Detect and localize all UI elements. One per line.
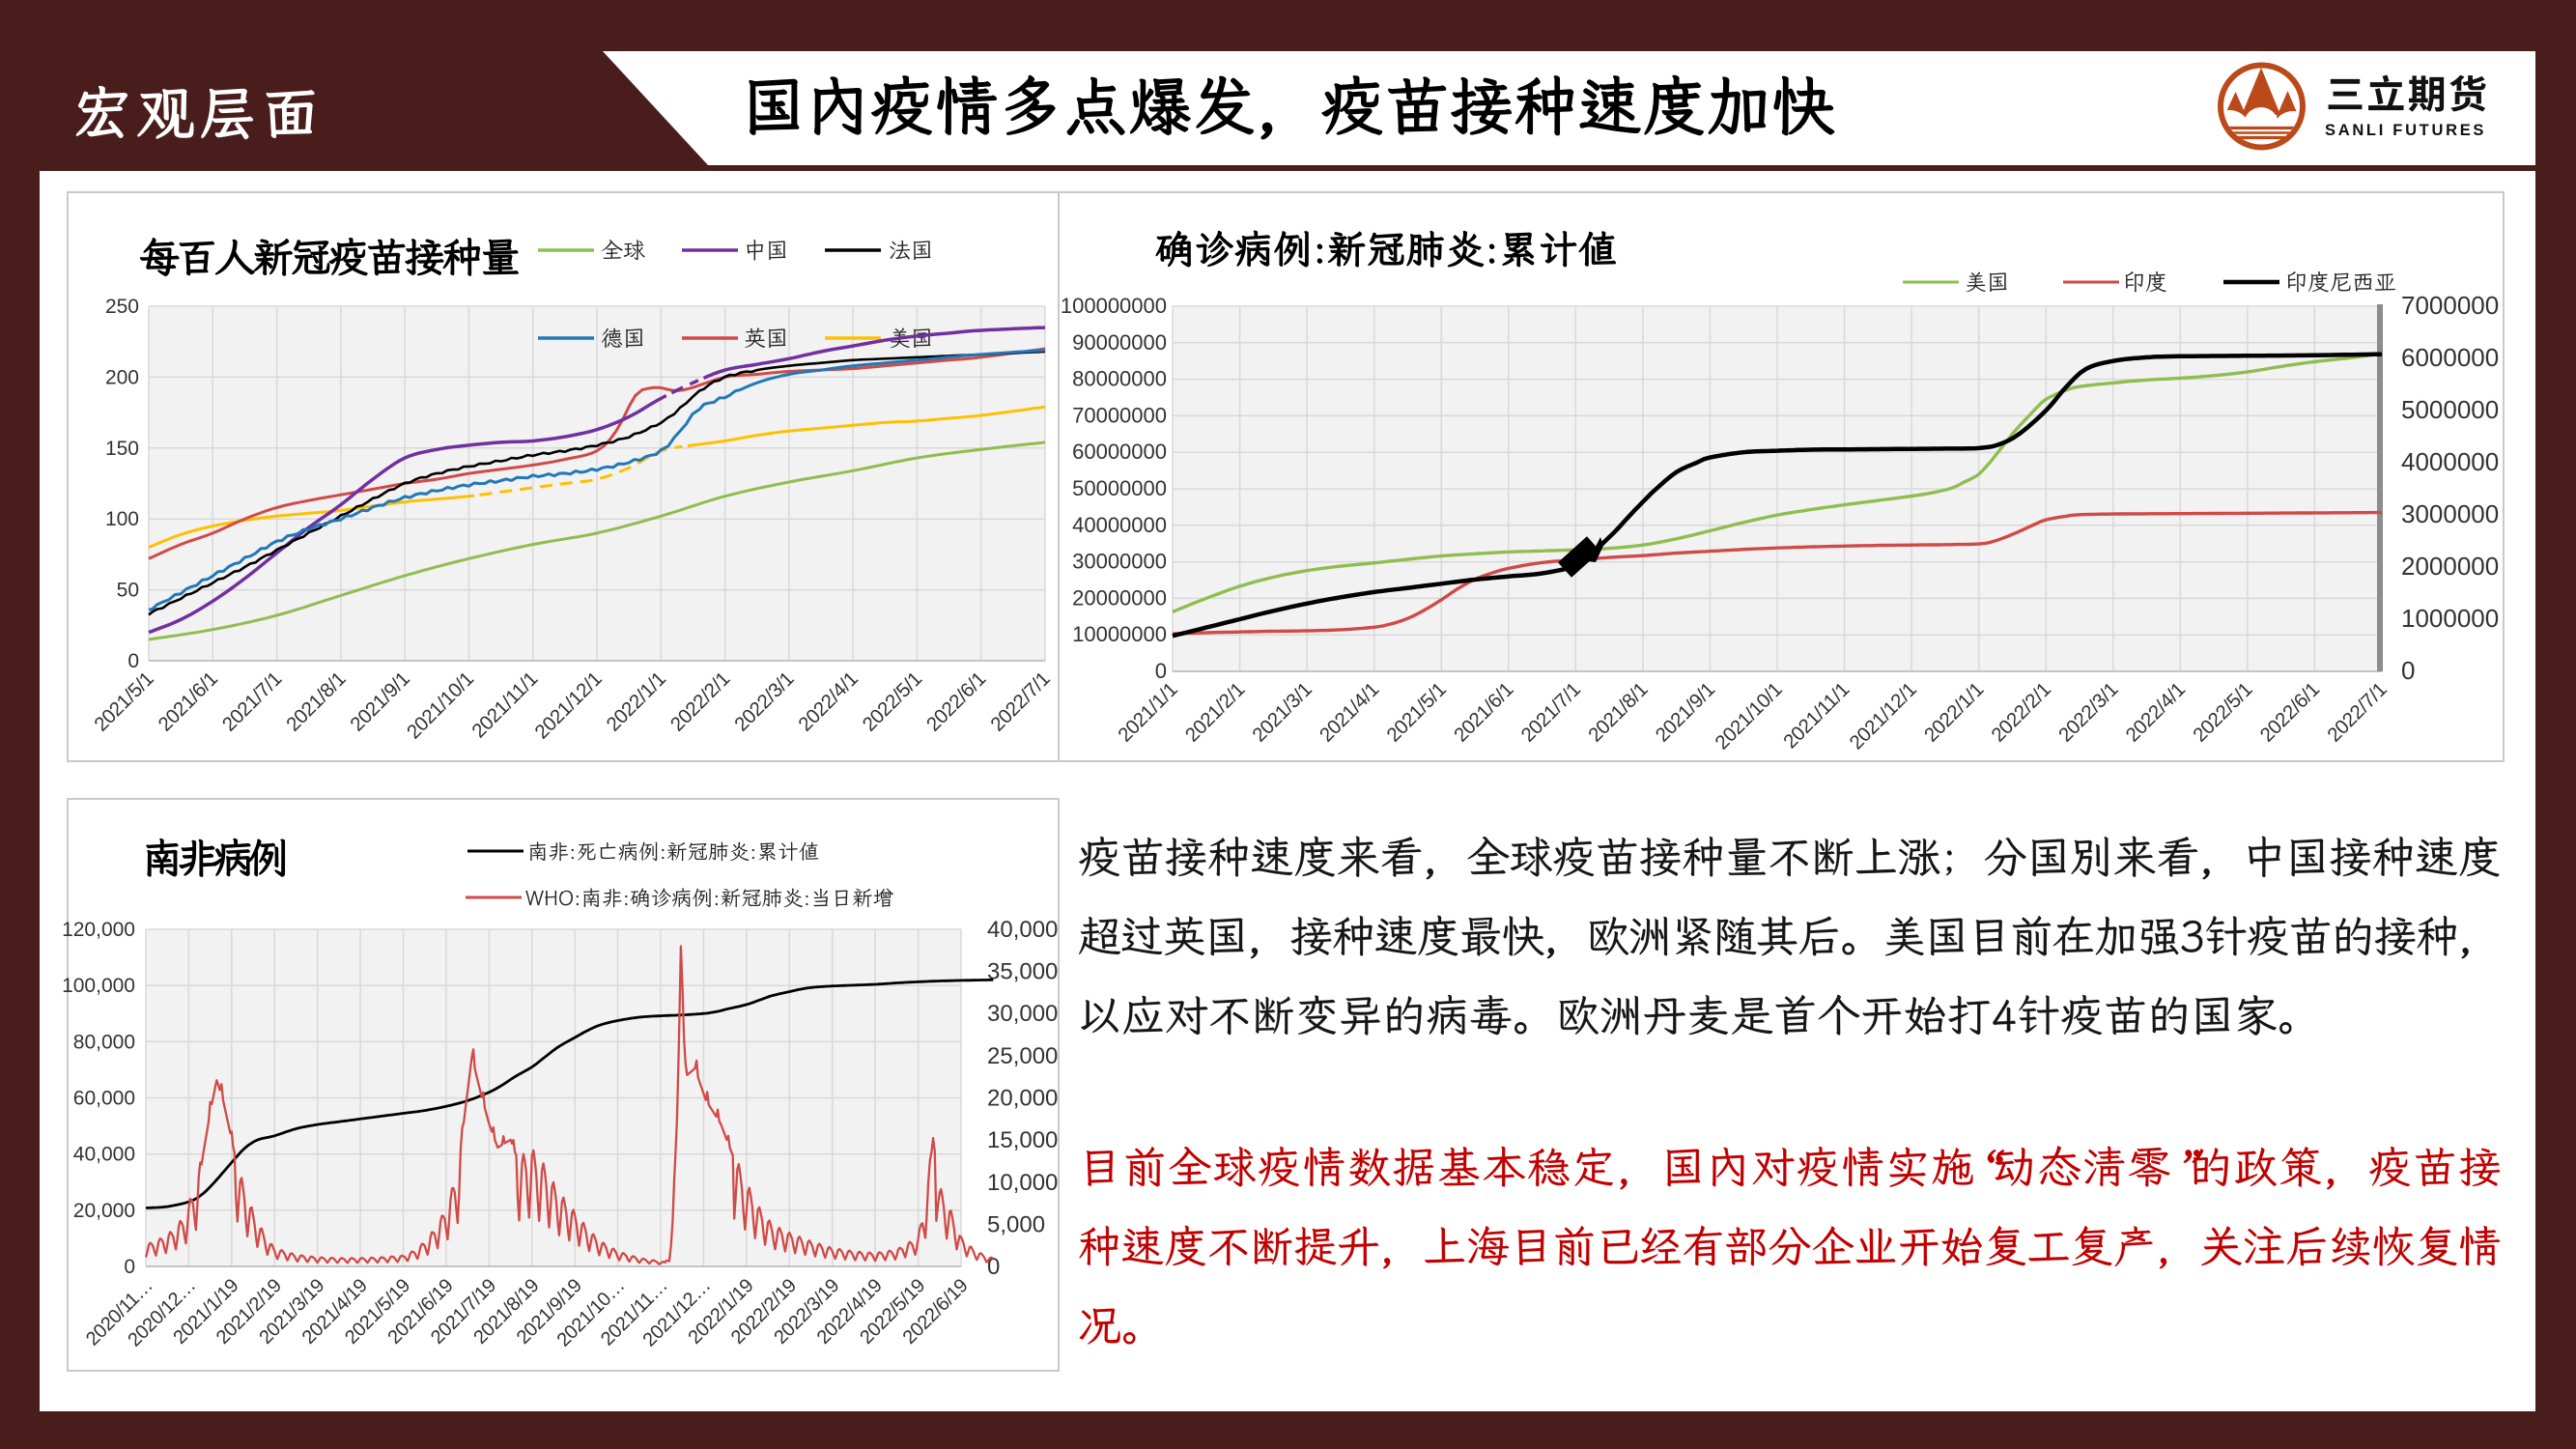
svg-text:20,000: 20,000	[73, 1200, 135, 1222]
svg-text:40000000: 40000000	[1072, 513, 1167, 537]
svg-text:0: 0	[2401, 656, 2415, 685]
svg-text:15,000: 15,000	[987, 1127, 1058, 1153]
svg-text:100,000: 100,000	[62, 975, 135, 997]
svg-text:0: 0	[1155, 659, 1167, 683]
svg-text:30,000: 30,000	[987, 1001, 1058, 1027]
svg-text:40,000: 40,000	[987, 917, 1058, 943]
svg-text:5,000: 5,000	[987, 1211, 1045, 1237]
svg-text:150: 150	[105, 438, 139, 460]
svg-text:30000000: 30000000	[1072, 550, 1167, 574]
svg-text:7000000: 7000000	[2401, 291, 2499, 320]
svg-text:250: 250	[105, 296, 139, 318]
svg-text:50: 50	[117, 580, 139, 602]
svg-text:120,000: 120,000	[62, 919, 135, 941]
svg-text:20,000: 20,000	[987, 1086, 1058, 1112]
svg-text:10,000: 10,000	[987, 1170, 1058, 1196]
svg-text:100: 100	[105, 508, 139, 530]
svg-text:50000000: 50000000	[1072, 476, 1167, 500]
svg-text:5000000: 5000000	[2401, 395, 2499, 424]
svg-text:100000000: 100000000	[1061, 294, 1167, 318]
svg-text:90000000: 90000000	[1072, 330, 1167, 355]
svg-text:70000000: 70000000	[1072, 403, 1167, 427]
svg-text:80000000: 80000000	[1072, 367, 1167, 391]
svg-text:0: 0	[987, 1254, 1000, 1280]
svg-text:60000000: 60000000	[1072, 440, 1167, 464]
svg-text:60,000: 60,000	[73, 1088, 135, 1110]
svg-text:1000000: 1000000	[2401, 604, 2499, 633]
svg-text:35,000: 35,000	[987, 959, 1058, 985]
svg-text:4000000: 4000000	[2401, 447, 2499, 476]
svg-text:10000000: 10000000	[1072, 622, 1167, 646]
svg-text:200: 200	[105, 366, 139, 388]
svg-text:25,000: 25,000	[987, 1043, 1058, 1069]
svg-text:2000000: 2000000	[2401, 552, 2499, 581]
svg-text:40,000: 40,000	[73, 1144, 135, 1166]
svg-text:0: 0	[127, 650, 139, 672]
svg-text:SANLI FUTURES: SANLI FUTURES	[2325, 122, 2486, 139]
svg-text:80,000: 80,000	[73, 1031, 135, 1053]
svg-text:0: 0	[124, 1256, 135, 1278]
svg-text:6000000: 6000000	[2401, 343, 2499, 372]
svg-text:20000000: 20000000	[1072, 585, 1167, 610]
svg-text:3000000: 3000000	[2401, 499, 2499, 528]
